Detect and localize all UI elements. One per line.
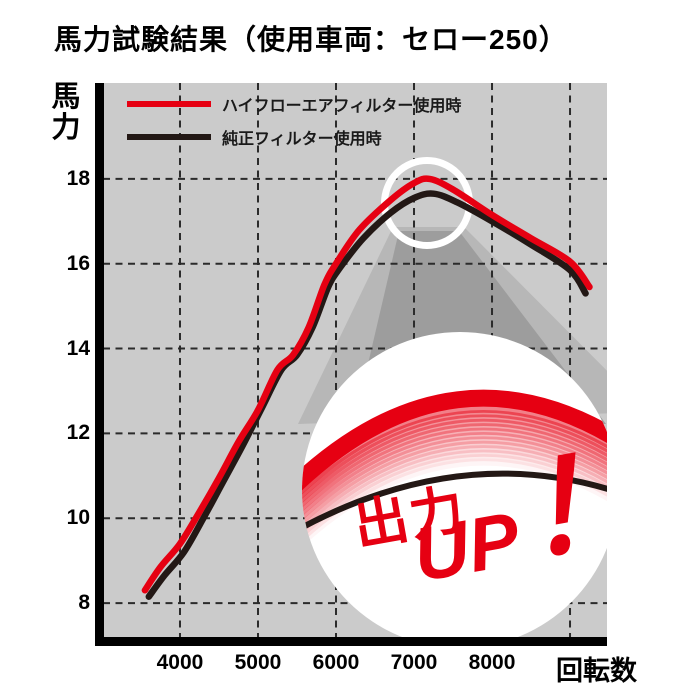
x-tick-label: 5000 [234, 651, 282, 674]
legend-swatch [127, 101, 211, 107]
inset-curve-stock [302, 470, 607, 537]
legend: ハイフローエアフィルター使用時 純正フィルター使用時 [127, 92, 461, 149]
data-curves [141, 175, 593, 600]
legend-label: ハイフローエアフィルター使用時 [222, 98, 462, 115]
legend-item-1: 純正フィルター使用時 [127, 125, 461, 149]
page-title: 馬力試験結果（使用車両：セロー250） [54, 24, 568, 55]
y-tick-label: 10 [66, 506, 90, 530]
y-tick-label: 18 [66, 166, 90, 190]
legend-label: 純正フィルター使用時 [222, 131, 382, 148]
zoom-inset-group [302, 332, 607, 637]
y-axis-line [95, 83, 104, 645]
y-axis-label: 馬 力 [50, 82, 82, 144]
x-tick-label: 8000 [468, 651, 516, 674]
curve-highflow [141, 175, 593, 594]
y-axis-label-char-1: 馬 [51, 81, 81, 113]
legend-item-0: ハイフローエアフィルター使用時 [127, 92, 461, 116]
y-tick-label: 16 [66, 251, 90, 275]
curve-stock [145, 190, 589, 600]
zoom-inset-content [302, 389, 607, 549]
y-tick-label: 12 [66, 421, 90, 445]
y-tick-label: 8 [78, 591, 90, 615]
y-axis-label-char-2: 力 [51, 112, 81, 144]
x-tick-label: 6000 [312, 651, 360, 674]
x-axis-line [95, 637, 607, 646]
x-tick-label: 7000 [390, 651, 438, 674]
y-tick-label: 14 [66, 336, 90, 360]
inset-curve-highflow [302, 389, 607, 496]
x-tick-label: 4000 [156, 651, 204, 674]
legend-swatch [127, 134, 211, 140]
x-axis-label: 回転数 [556, 656, 637, 686]
